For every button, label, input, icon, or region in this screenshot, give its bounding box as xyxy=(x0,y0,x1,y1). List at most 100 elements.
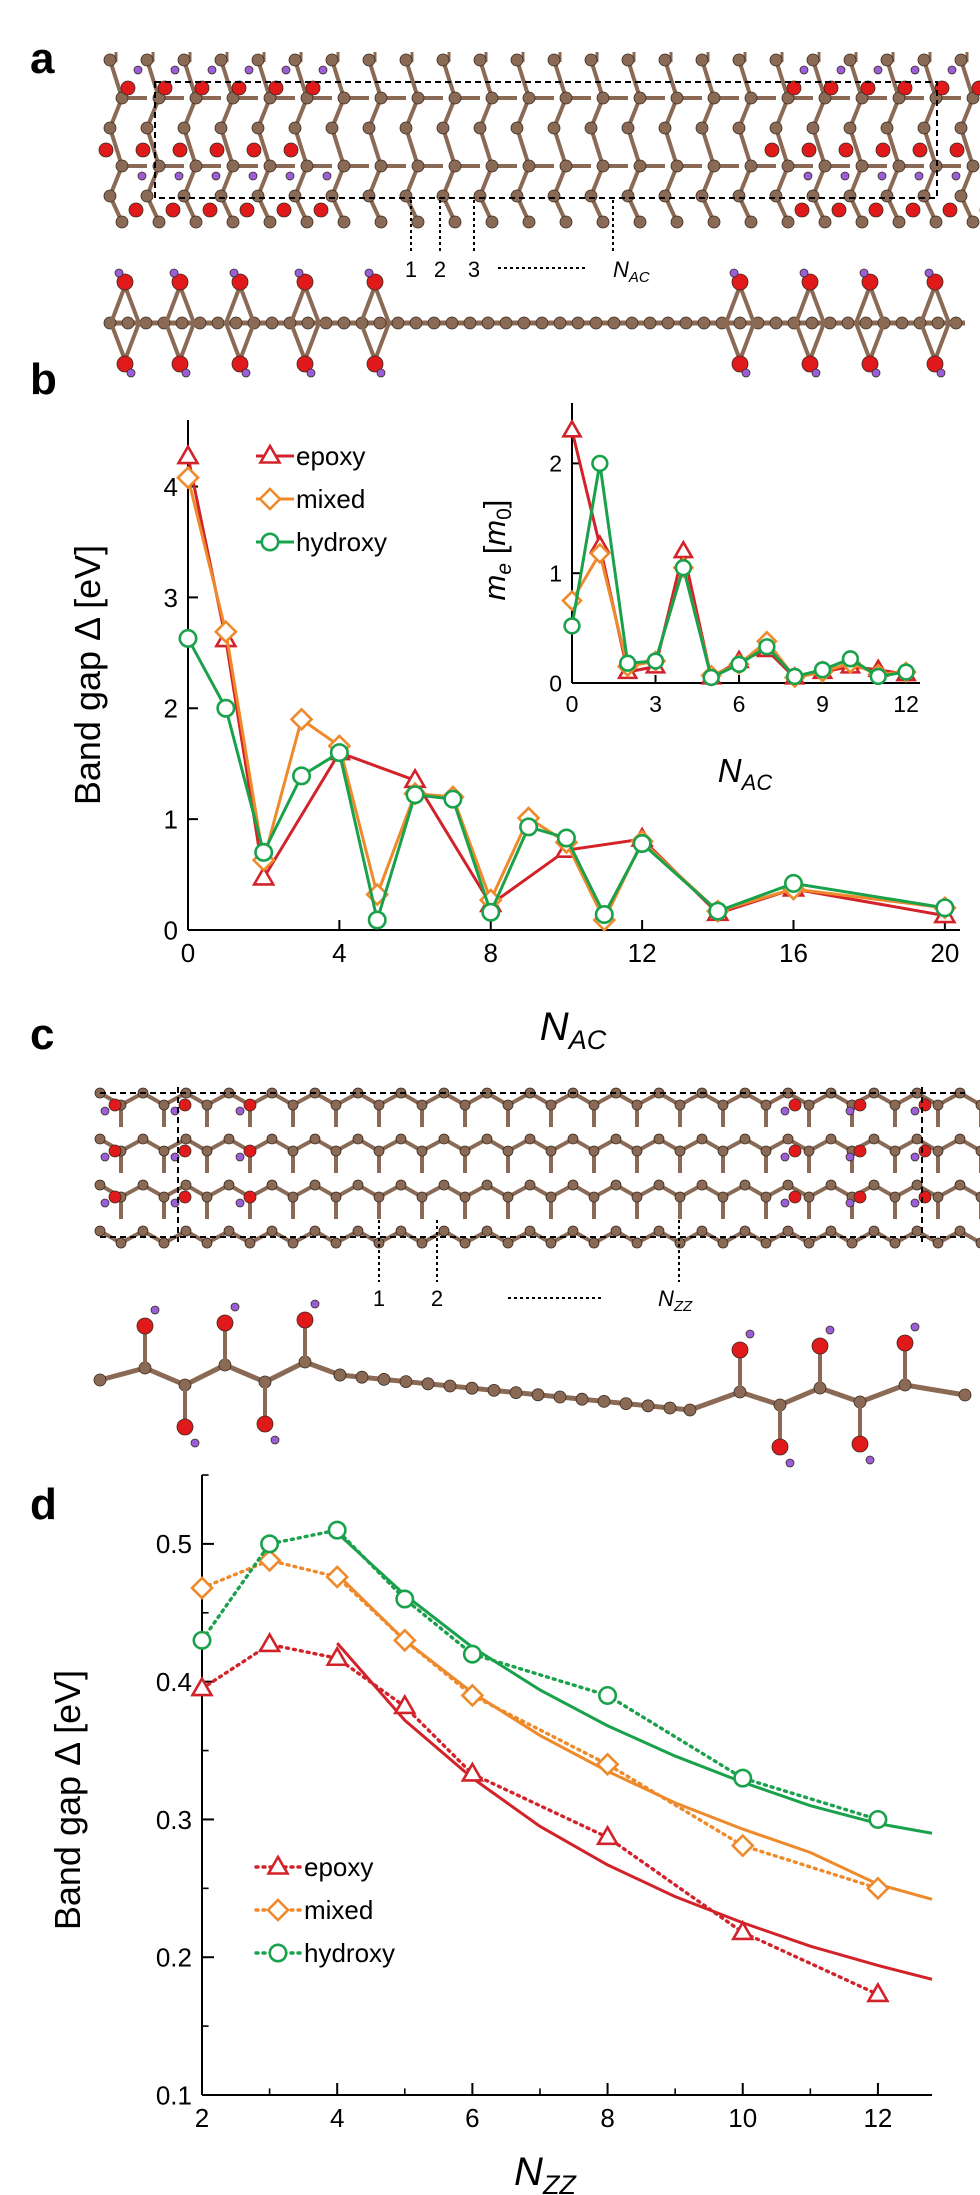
hydrogen-atom xyxy=(785,1458,795,1468)
carbon-atom xyxy=(805,316,819,330)
carbon-atom xyxy=(911,1179,923,1191)
oxygen-atom xyxy=(171,355,189,373)
data-point-hydroxy xyxy=(178,628,198,648)
x-tick-label: 4 xyxy=(330,2103,344,2133)
carbon-atom xyxy=(880,189,894,203)
hydrogen-atom xyxy=(181,368,191,378)
carbon-atom xyxy=(571,316,585,330)
carbon-atom xyxy=(559,215,573,229)
carbon-atom xyxy=(670,159,684,173)
hydrogen-atom xyxy=(241,368,251,378)
carbon-atom xyxy=(189,159,203,173)
bond xyxy=(256,59,272,99)
carbon-atom xyxy=(932,1191,944,1203)
carbon-atom xyxy=(115,215,129,229)
carbon-atom xyxy=(547,189,561,203)
carbon-atom xyxy=(373,1145,385,1157)
carbon-atom xyxy=(744,159,758,173)
carbon-atom xyxy=(395,1133,407,1145)
carbon-atom xyxy=(769,316,783,330)
carbon-atom xyxy=(244,1237,256,1249)
carbon-atom xyxy=(459,1099,471,1111)
oxygen-atom xyxy=(243,1098,257,1112)
carbon-atom xyxy=(932,1145,944,1157)
carbon-atom xyxy=(596,91,610,105)
data-point-hydroxy xyxy=(192,1630,212,1650)
hydrogen-atom xyxy=(936,368,946,378)
carbon-atom xyxy=(584,53,598,67)
series-line-epoxy xyxy=(200,1642,880,1997)
carbon-atom xyxy=(932,1237,944,1249)
data-point-hydroxy xyxy=(841,650,860,668)
carbon-atom xyxy=(502,1145,514,1157)
data-point-hydroxy xyxy=(329,743,349,763)
carbon-atom xyxy=(509,1386,523,1399)
data-point-hydroxy xyxy=(443,789,463,809)
hydrogen-atom xyxy=(910,1106,920,1116)
carbon-atom xyxy=(803,1145,815,1157)
carbon-atom xyxy=(416,1237,428,1249)
carbon-atom xyxy=(610,1225,622,1237)
index-label-1: 1 xyxy=(405,257,417,282)
carbon-atom xyxy=(502,1191,514,1203)
oxygen-atom xyxy=(202,202,218,218)
bond xyxy=(145,127,161,167)
data-point-mixed xyxy=(392,1628,417,1653)
carbon-atom xyxy=(140,121,154,135)
carbon-atom xyxy=(137,1179,149,1191)
carbon-atom xyxy=(868,1225,880,1237)
carbon-atom xyxy=(399,53,413,67)
bond xyxy=(367,59,383,99)
carbon-atom xyxy=(892,159,906,173)
carbon-atom xyxy=(663,1401,677,1415)
oxygen-atom xyxy=(296,273,314,291)
carbon-atom xyxy=(189,215,203,229)
carbon-atom xyxy=(917,53,931,67)
y-tick-label: 3 xyxy=(164,583,178,613)
carbon-atom xyxy=(880,53,894,67)
data-point-mixed xyxy=(866,1876,890,1901)
legend-label-mixed: mixed xyxy=(296,484,365,514)
x-tick-label: 6 xyxy=(733,691,746,717)
data-point-hydroxy xyxy=(786,667,804,686)
bond xyxy=(848,59,864,99)
oxygen-atom xyxy=(861,273,879,291)
carbon-atom xyxy=(251,121,265,135)
carbon-atom xyxy=(658,53,672,67)
carbon-atom xyxy=(670,91,684,105)
hydrogen-atom xyxy=(137,171,147,181)
carbon-atom xyxy=(251,53,265,67)
oxygen-atom xyxy=(108,1190,122,1204)
carbon-atom xyxy=(487,1384,501,1397)
data-point-hydroxy xyxy=(591,454,609,473)
x-axis-label: NAC xyxy=(540,1005,607,1055)
carbon-atom xyxy=(855,159,869,173)
index-label-nzz: NZZ xyxy=(658,1286,693,1315)
carbon-atom xyxy=(643,316,657,330)
carbon-atom xyxy=(352,1225,364,1237)
carbon-atom xyxy=(567,1133,579,1145)
bond xyxy=(182,59,198,99)
hydrogen-atom xyxy=(318,65,328,75)
oxygen-atom xyxy=(764,142,780,158)
x-tick-label: 0 xyxy=(566,691,579,717)
carbon-atom xyxy=(214,53,228,67)
carbon-atom xyxy=(695,189,709,203)
carbon-atom xyxy=(633,215,647,229)
oxygen-atom xyxy=(971,80,980,96)
carbon-atom xyxy=(510,53,524,67)
carbon-atom xyxy=(177,189,191,203)
carbon-atom xyxy=(522,91,536,105)
carbon-atom xyxy=(330,1099,342,1111)
carbon-atom xyxy=(373,1099,385,1111)
oxygen-atom xyxy=(136,1317,154,1335)
oxygen-atom xyxy=(98,142,114,158)
hydrogen-atom xyxy=(780,1106,790,1116)
carbon-atom xyxy=(641,1399,655,1413)
bond xyxy=(515,59,531,99)
oxygen-atom xyxy=(896,1334,914,1352)
carbon-atom xyxy=(158,1237,170,1249)
oxygen-atom xyxy=(135,142,151,158)
data-point-epoxy xyxy=(672,539,695,559)
hydrogen-atom xyxy=(865,1455,875,1465)
